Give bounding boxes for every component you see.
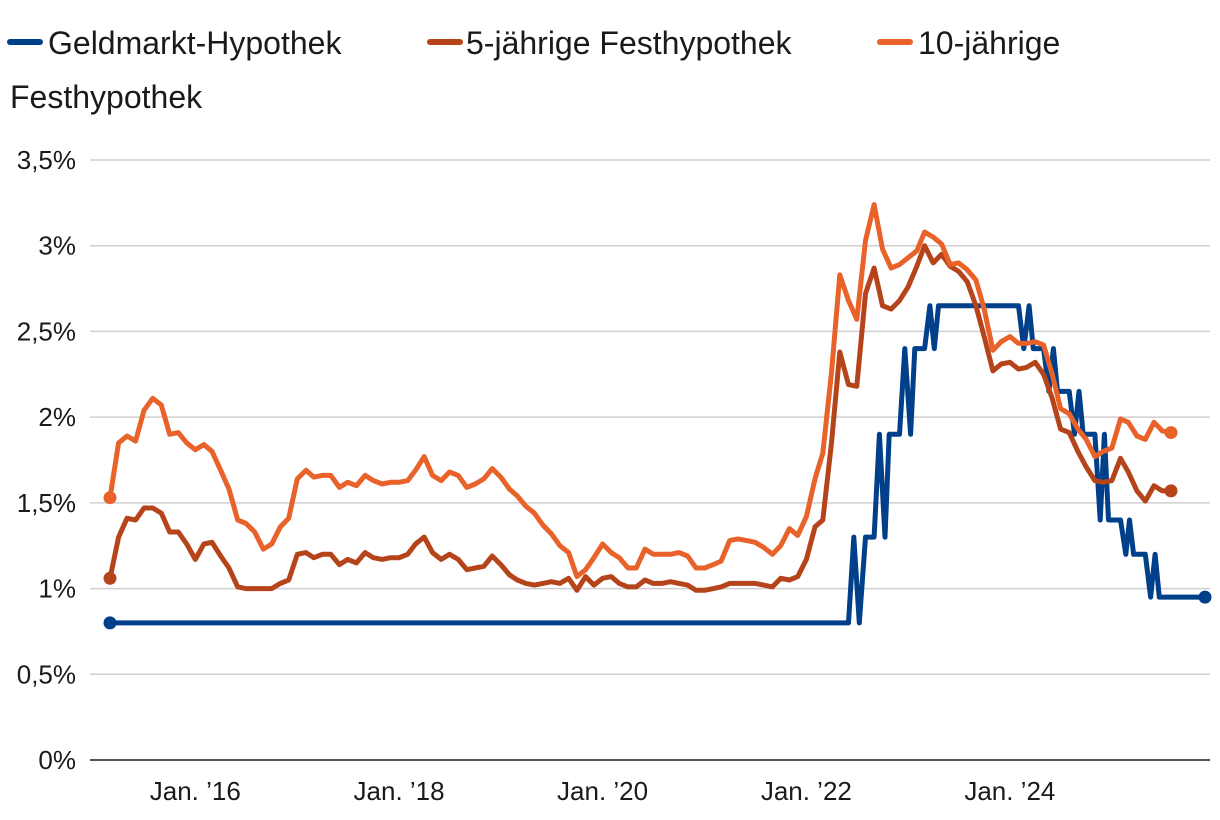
- series-line-10-jaehrige-festhypothek: [107, 202, 1174, 580]
- series-line-geldmarkt-hypothek: [107, 303, 1208, 626]
- series-marker-geldmarkt-hypothek-start: [103, 616, 117, 630]
- y-tick-label: 1%: [38, 574, 76, 604]
- series-marker-10-jaehrige-festhypothek-end: [1164, 426, 1178, 440]
- series-marker-10-jaehrige-festhypothek-start: [103, 491, 117, 505]
- legend-label-10-jaehrige-continued: Festhypothek: [10, 79, 203, 115]
- y-tick-label: 0,5%: [17, 659, 76, 689]
- series-marker-5-jaehrige-festhypothek-start: [103, 571, 117, 585]
- y-tick-label: 3%: [38, 231, 76, 261]
- x-tick-label: Jan. ’24: [964, 776, 1055, 806]
- y-tick-label: 0%: [38, 745, 76, 775]
- x-tick-label: Jan. ’16: [150, 776, 241, 806]
- chart-grid: [90, 159, 1210, 761]
- legend-label-geldmarkt: Geldmarkt-Hypothek: [48, 25, 342, 61]
- x-tick-label: Jan. ’20: [557, 776, 648, 806]
- series-marker-5-jaehrige-festhypothek-end: [1164, 484, 1178, 498]
- chart-series: [103, 202, 1212, 630]
- x-tick-label: Jan. ’22: [761, 776, 852, 806]
- y-tick-label: 2,5%: [17, 316, 76, 346]
- x-axis-ticks: Jan. ’16 Jan. ’18 Jan. ’20 Jan. ’22 Jan. ’24: [150, 776, 1056, 806]
- legend-label-10-jaehrige: 10-jährige: [918, 25, 1060, 61]
- y-axis-ticks: 0% 0,5% 1% 1,5% 2% 2,5% 3% 3,5%: [17, 145, 76, 775]
- series-line-5-jaehrige-festhypothek: [107, 243, 1174, 593]
- y-tick-label: 1,5%: [17, 488, 76, 518]
- series-marker-geldmarkt-hypothek-end: [1198, 590, 1212, 604]
- chart-legend: Geldmarkt-Hypothek 5-jährige Festhypothe…: [7, 25, 1060, 115]
- x-tick-label: Jan. ’18: [354, 776, 445, 806]
- y-tick-label: 3,5%: [17, 145, 76, 175]
- legend-label-5-jaehrige: 5-jährige Festhypothek: [466, 25, 793, 61]
- y-tick-label: 2%: [38, 402, 76, 432]
